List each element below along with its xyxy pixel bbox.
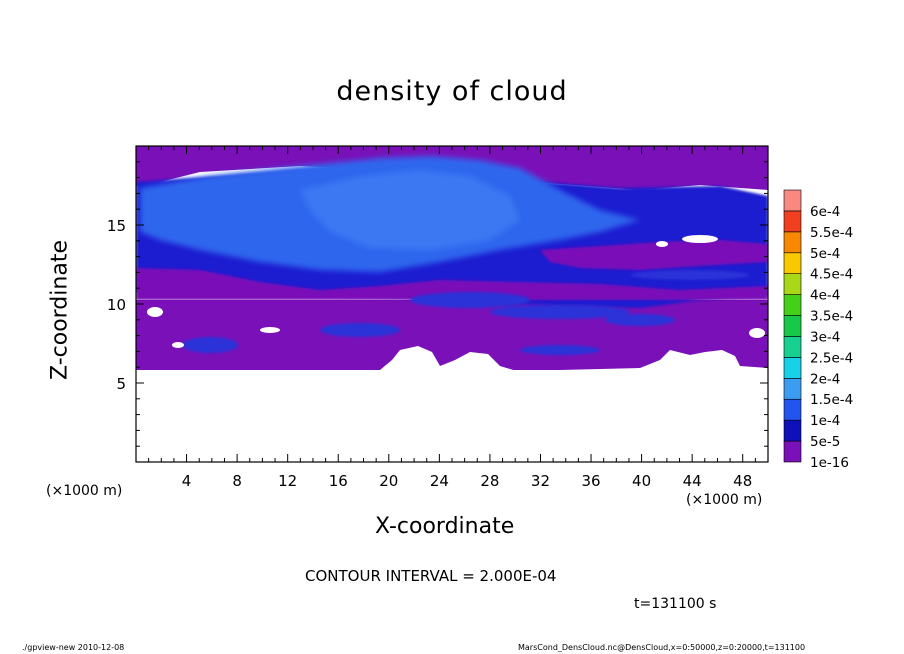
contour-interval-label: CONTOUR INTERVAL = 2.000E-04 xyxy=(305,567,557,585)
x-tick-label: 16 xyxy=(329,472,348,490)
colorbar-swatch xyxy=(783,378,802,400)
x-tick-label: 28 xyxy=(480,472,499,490)
colorbar-label: 5e-4 xyxy=(810,246,840,262)
colorbar-label: 5.5e-4 xyxy=(810,225,853,241)
chart-title: density of cloud xyxy=(336,76,568,107)
y-tick-label: 15 xyxy=(107,217,126,235)
x-tick-label: 8 xyxy=(232,472,242,490)
colorbar-label: 4e-4 xyxy=(810,288,840,304)
y-tick-label: 10 xyxy=(107,296,126,314)
field-gaps xyxy=(147,235,765,348)
colorbar-label: 6e-4 xyxy=(810,204,840,220)
colorbar-label: 4.5e-4 xyxy=(810,267,853,283)
colorbar-label: 3.5e-4 xyxy=(810,309,853,325)
x-tick-label: 48 xyxy=(733,472,752,490)
x-unit-label-left: (×1000 m) xyxy=(46,483,123,499)
colorbar-label: 2e-4 xyxy=(810,371,840,387)
field-region-purple-streak-2 xyxy=(136,268,768,300)
footer-left: ./gpview-new 2010-12-08 xyxy=(22,643,125,652)
time-label: t=131100 s xyxy=(634,596,717,612)
x-axis-ticks: 4 8 12 16 20 24 28 32 36 40 44 48 xyxy=(148,146,756,490)
colorbar: 1e-16 5e-5 1e-4 1.5e-4 2e-4 2.5e-4 3e-4 3.5e-4 4… xyxy=(783,189,853,471)
x-tick-label: 40 xyxy=(632,472,651,490)
field-empty-region xyxy=(136,370,768,462)
colorbar-swatch xyxy=(783,294,802,316)
colorbar-label: 1e-16 xyxy=(810,455,849,471)
colorbar-label: 1e-4 xyxy=(810,413,840,429)
colorbar-swatch xyxy=(783,440,802,463)
y-axis-ticks: 5 10 15 xyxy=(107,161,768,447)
colorbar-swatch xyxy=(783,419,802,442)
colorbar-swatch xyxy=(783,336,802,358)
colorbar-swatch xyxy=(783,252,802,274)
colorbar-swatch xyxy=(783,210,802,233)
colorbar-label: 2.5e-4 xyxy=(810,350,853,366)
colorbar-swatch xyxy=(783,231,802,254)
colorbar-swatch xyxy=(783,398,802,421)
x-tick-label: 4 xyxy=(182,472,192,490)
y-axis-label: Z-coordinate xyxy=(47,240,73,380)
x-tick-label: 44 xyxy=(683,472,702,490)
colorbar-label: 3e-4 xyxy=(810,329,840,345)
colorbar-swatch xyxy=(783,315,802,337)
colorbar-label: 1.5e-4 xyxy=(810,392,853,408)
x-axis-label: X-coordinate xyxy=(375,514,515,539)
x-tick-label: 12 xyxy=(278,472,297,490)
colorbar-swatch xyxy=(783,357,802,379)
x-tick-label: 32 xyxy=(531,472,550,490)
x-tick-label: 36 xyxy=(581,472,600,490)
field-blobs xyxy=(182,270,750,355)
x-unit-label-right: (×1000 m) xyxy=(686,492,763,508)
y-tick-label: 5 xyxy=(116,375,126,393)
field-region-purple-streak xyxy=(540,240,768,270)
field-region-core xyxy=(300,170,520,250)
cloud-density-field xyxy=(136,146,768,462)
colorbar-swatch xyxy=(783,189,802,212)
x-tick-label: 24 xyxy=(430,472,449,490)
x-tick-label: 20 xyxy=(379,472,398,490)
colorbar-label: 5e-5 xyxy=(810,434,840,450)
colorbar-swatch xyxy=(783,273,802,295)
field-region-low-density xyxy=(136,300,768,372)
footer-right: MarsCond_DensCloud.nc@DensCloud,x=0:5000… xyxy=(518,643,806,652)
